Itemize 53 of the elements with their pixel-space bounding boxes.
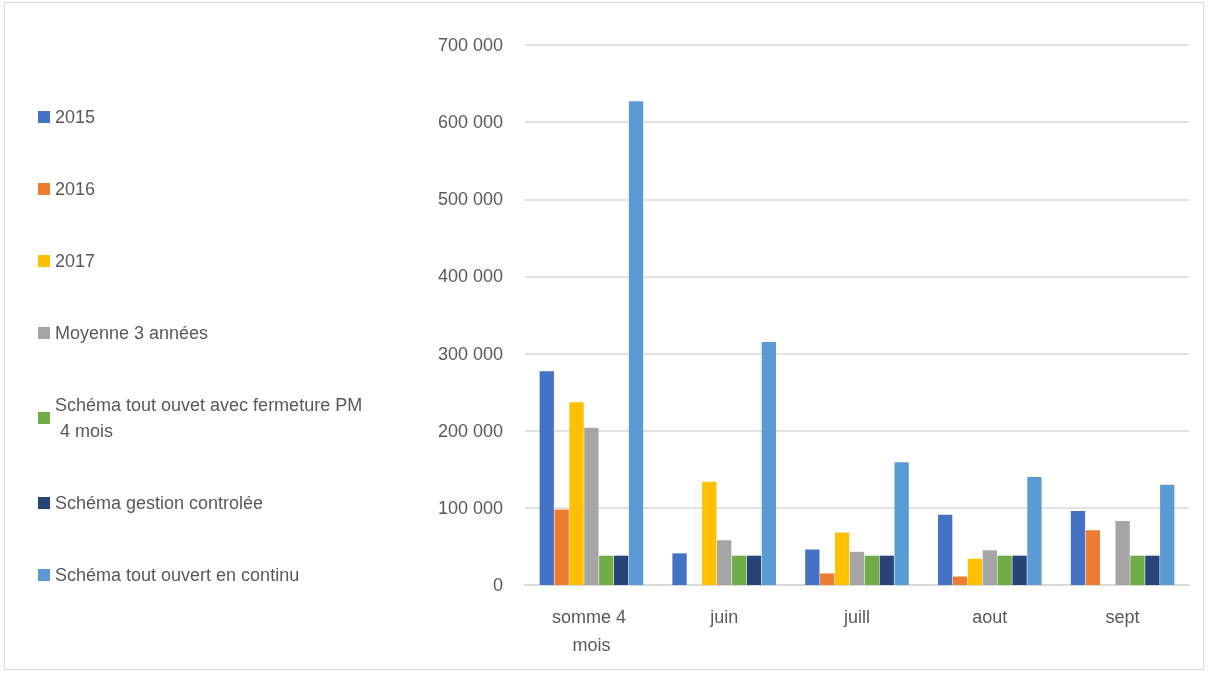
legend-label: Schéma tout ouvet avec fermeture PM 4 mois [55, 395, 363, 441]
bar [834, 532, 850, 585]
bar [569, 402, 584, 585]
legend-label: 2017 [55, 251, 96, 271]
bar [952, 576, 968, 585]
bar [1012, 555, 1027, 585]
y-tick-label: 600 000 [437, 112, 503, 133]
bar [1160, 484, 1175, 585]
x-tick-label: sept [1105, 607, 1140, 627]
bar [982, 550, 997, 585]
bar [672, 553, 687, 585]
bar [1130, 555, 1145, 585]
bar [731, 555, 747, 585]
bar [864, 555, 880, 585]
x-tick-label: juill [842, 607, 871, 627]
legend-label: Schéma gestion controlée [55, 493, 264, 513]
y-tick-label: 0 [492, 575, 503, 595]
bar [1070, 510, 1086, 585]
bar [717, 540, 732, 585]
bar [820, 573, 835, 585]
bar [805, 549, 820, 585]
bar [1145, 555, 1160, 585]
y-tick-label: 300 000 [437, 343, 503, 364]
legend-label: Moyenne 3 années [55, 323, 209, 343]
x-tick-label: juin [709, 607, 739, 627]
y-tick-label: 200 000 [437, 420, 503, 441]
bar [1027, 477, 1042, 585]
bar [554, 509, 569, 585]
bar [967, 558, 983, 585]
bar [997, 555, 1012, 585]
bar [1115, 520, 1130, 585]
y-tick-label: 700 000 [437, 35, 503, 55]
bar [879, 555, 894, 585]
x-tick-label: somme 4 mois [551, 607, 631, 655]
legend-label: 2016 [55, 179, 96, 199]
bar [938, 514, 953, 585]
bar [894, 462, 909, 585]
bar [849, 551, 865, 585]
bar [761, 342, 776, 585]
bar [702, 481, 717, 585]
bar [628, 101, 644, 585]
bar [746, 555, 762, 585]
bar [584, 427, 599, 585]
y-tick-label: 100 000 [437, 497, 503, 518]
y-tick-label: 500 000 [437, 189, 503, 210]
bar [599, 555, 614, 585]
bar [1085, 530, 1100, 585]
y-tick-label: 400 000 [437, 266, 503, 287]
legend-label: Schéma tout ouvert en continu [55, 565, 300, 585]
legend-label: 2015 [55, 107, 96, 127]
x-tick-label: aout [972, 607, 1008, 627]
bar [539, 371, 554, 585]
bar [614, 555, 629, 585]
